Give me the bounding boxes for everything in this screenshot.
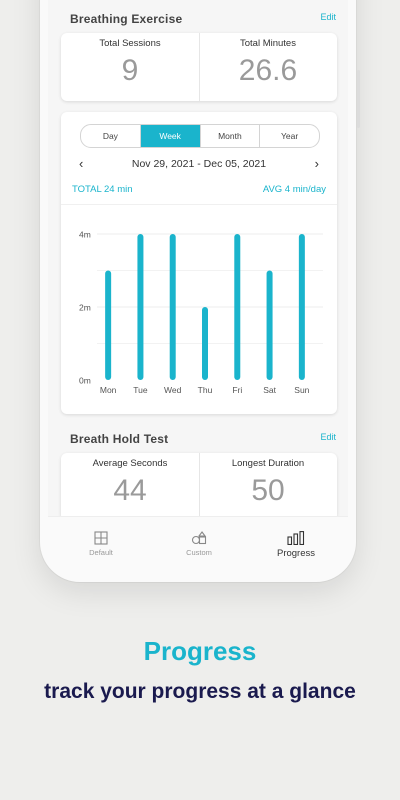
chart-divider	[61, 204, 337, 205]
breath-hold-edit-link[interactable]: Edit	[320, 432, 336, 442]
average-minutes-text: AVG 4 min/day	[262, 184, 326, 195]
tab-default-label: Default	[89, 548, 113, 557]
total-sessions-label: Total Sessions	[99, 38, 161, 49]
breath-hold-section-header: Breath Hold Test Edit	[48, 432, 348, 452]
period-segmented-control: Day Week Month Year	[80, 124, 320, 148]
breath-hold-title: Breath Hold Test	[70, 432, 169, 446]
x-tick-label: Sat	[263, 385, 276, 395]
average-seconds-label: Average Seconds	[92, 458, 168, 469]
breathing-section-header: Breathing Exercise Edit	[48, 12, 348, 32]
tab-custom-label: Custom	[186, 548, 212, 557]
longest-duration-value: 50	[251, 474, 285, 507]
x-tick-label: Fri	[232, 385, 242, 395]
weekly-chart-card: Day Week Month Year Nov 29, 2021 - Dec 0…	[61, 112, 337, 414]
x-tick-label: Thu	[198, 385, 213, 395]
longest-duration-label: Longest Duration	[231, 458, 305, 469]
shapes-icon	[191, 531, 207, 545]
tab-progress[interactable]: Progress	[246, 531, 346, 559]
chart-bar	[202, 307, 208, 380]
grid-icon	[94, 531, 108, 545]
bar-chart-icon	[287, 531, 305, 545]
bar-chart: 4m 2m 0m Mon Tue Wed Thu Fri Sat Sun	[79, 230, 323, 395]
chart-bar	[234, 234, 241, 380]
average-seconds-value: 44	[113, 474, 147, 507]
x-tick-label: Wed	[164, 385, 182, 395]
tab-custom[interactable]: Custom	[149, 531, 249, 557]
y-tick-label: 2m	[79, 303, 91, 313]
date-navigator: Nov 29, 2021 - Dec 05, 2021 ‹ ›	[61, 156, 337, 172]
bottom-tab-bar: Default Custom Progress	[48, 516, 348, 576]
chevron-right-icon[interactable]: ›	[314, 156, 319, 171]
promo-subline: track your progress at a glance	[44, 680, 356, 703]
tab-week[interactable]: Week	[140, 125, 201, 147]
breathing-stats-card: Total Sessions 9 Total Minutes 26.6	[61, 33, 337, 101]
total-minutes-label: Total Minutes	[240, 38, 296, 49]
breath-hold-stats-card: Average Seconds 44 Longest Duration 50	[61, 453, 337, 521]
app-screen: Breathing Exercise Edit Total Sessions 9…	[48, 0, 348, 576]
y-tick-label: 0m	[79, 376, 91, 386]
total-minutes-value: 26.6	[238, 54, 298, 87]
x-tick-label: Sun	[294, 385, 309, 395]
chart-bar	[266, 270, 273, 380]
total-minutes-text: TOTAL 24 min	[72, 184, 133, 195]
total-sessions-cell: Total Sessions 9	[61, 33, 200, 101]
longest-duration-cell: Longest Duration 50	[199, 453, 337, 521]
y-tick-label: 4m	[79, 230, 91, 240]
x-tick-label: Mon	[100, 385, 117, 395]
tab-day[interactable]: Day	[81, 125, 141, 147]
total-minutes-cell: Total Minutes 26.6	[199, 33, 337, 101]
tab-progress-label: Progress	[276, 548, 315, 559]
tab-year[interactable]: Year	[281, 131, 299, 141]
chart-bar	[298, 234, 305, 380]
chart-bar	[169, 234, 176, 380]
x-tick-label: Tue	[133, 385, 148, 395]
tab-month[interactable]: Month	[201, 125, 261, 147]
chart-bar	[105, 270, 112, 380]
total-sessions-value: 9	[121, 54, 139, 87]
breathing-title: Breathing Exercise	[70, 12, 183, 26]
breathing-edit-link[interactable]: Edit	[320, 12, 336, 22]
chart-bar	[137, 234, 144, 380]
promo-headline: Progress	[143, 636, 257, 666]
chevron-left-icon[interactable]: ‹	[79, 156, 84, 171]
tab-default[interactable]: Default	[51, 531, 151, 557]
date-range: Nov 29, 2021 - Dec 05, 2021	[131, 158, 267, 170]
average-seconds-cell: Average Seconds 44	[61, 453, 200, 521]
